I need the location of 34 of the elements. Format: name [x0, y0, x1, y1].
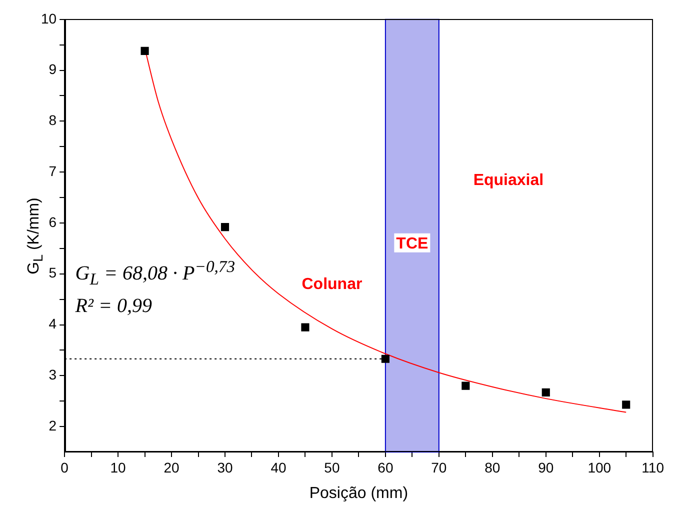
point: [220, 223, 230, 232]
y-tick-label: 7: [48, 162, 57, 179]
y-tick-label: 9: [48, 61, 57, 78]
point: [140, 46, 149, 55]
annotation: Equiaxial: [473, 172, 544, 189]
point: [542, 388, 550, 396]
x-tick-label: 40: [270, 459, 286, 476]
band-label: TCE: [396, 235, 429, 252]
x-axis-title: Posição (mm): [309, 484, 408, 502]
annotation: G$_{L}$ = 68,08 · P$^{−0,73}$: [75, 256, 236, 290]
point: [381, 354, 390, 363]
annotation: R² = 0,99: [75, 294, 152, 318]
x-tick-label: 10: [110, 459, 126, 476]
x-tick-label: 90: [538, 459, 554, 476]
point: [462, 382, 470, 390]
x-tick-label: 100: [588, 459, 612, 476]
annotation: Colunar: [302, 276, 362, 294]
y-tick-label: 5: [48, 264, 57, 281]
point: [301, 323, 310, 332]
y-tick-label: 6: [48, 214, 57, 230]
x-tick-label: 110: [642, 459, 664, 476]
y-tick-label: 4: [48, 316, 57, 332]
x-tick-label: 20: [164, 459, 180, 476]
point: [622, 400, 630, 409]
y-tick-label: 10: [40, 10, 57, 26]
x-tick-label: 30: [217, 459, 234, 476]
x-tick-label: 80: [484, 459, 500, 476]
y-tick-label: 8: [48, 112, 57, 128]
y-tick-label: 2: [48, 417, 57, 434]
y-tick-label: 3: [48, 366, 57, 383]
x-tick-label: 70: [431, 459, 447, 476]
x-tick-label: 0: [60, 459, 69, 476]
x-tick-label: 50: [324, 459, 340, 476]
x-tick-label: 60: [378, 459, 394, 476]
